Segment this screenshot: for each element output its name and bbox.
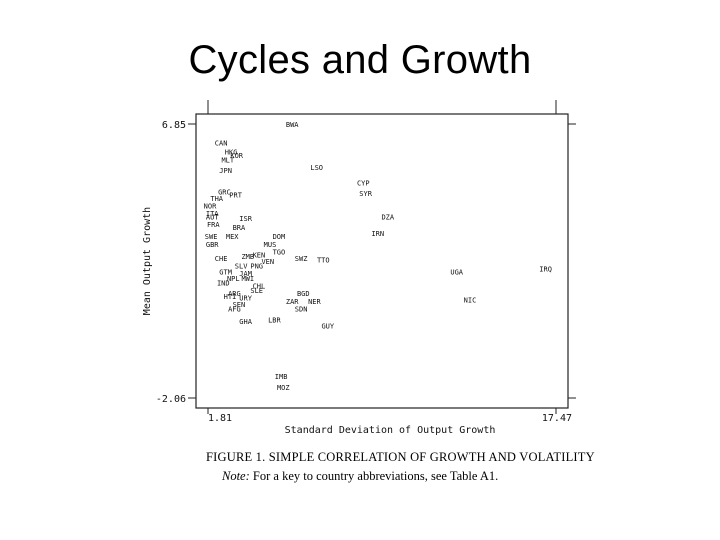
- point-ita: ITA: [206, 210, 219, 218]
- point-guy: GUY: [321, 322, 334, 330]
- point-jam: JAM: [239, 270, 252, 278]
- point-ken: KEN: [253, 252, 266, 260]
- point-lso: LSO: [310, 164, 323, 172]
- point-aut: AUT: [206, 213, 219, 221]
- slide-title: Cycles and Growth: [188, 38, 532, 82]
- point-sen: SEN: [233, 301, 246, 309]
- point-npl: NPL: [227, 275, 240, 283]
- point-kor: KOR: [230, 152, 243, 160]
- point-bra: BRA: [233, 224, 246, 232]
- figure-note: Note: For a key to country abbreviations…: [222, 469, 642, 484]
- y-axis-label: Mean Output Growth: [142, 207, 153, 315]
- point-irn: IRN: [371, 230, 384, 238]
- point-afg: AFG: [228, 306, 241, 314]
- point-moz: MOZ: [277, 384, 290, 392]
- point-tto: TTO: [317, 256, 330, 264]
- point-tha: THA: [210, 195, 223, 203]
- point-cyp: CYP: [357, 179, 370, 187]
- point-prt: PRT: [229, 192, 242, 200]
- point-tgo: TGO: [273, 249, 286, 257]
- note-text: For a key to country abbreviations, see …: [252, 469, 499, 483]
- point-sdn: SDN: [295, 306, 308, 314]
- point-fra: FRA: [207, 221, 220, 229]
- point-hkg: HKG: [225, 149, 238, 157]
- point-nor: NOR: [204, 203, 217, 211]
- point-mlt: MLT: [221, 156, 234, 164]
- y-tick-label-min: -2.06: [156, 394, 186, 405]
- point-hti: HTI: [224, 293, 237, 301]
- point-lbr: LBR: [268, 316, 281, 324]
- point-bwa: BWA: [286, 121, 299, 129]
- y-tick-label-max: 6.85: [162, 120, 186, 131]
- figure-caption: FIGURE 1. SIMPLE CORRELATION OF GROWTH A…: [206, 450, 595, 464]
- point-ner: NER: [308, 298, 321, 306]
- point-sle: SLE: [250, 287, 263, 295]
- point-png: PNG: [250, 263, 263, 271]
- point-che: CHE: [215, 255, 228, 263]
- point-syr: SYR: [359, 190, 372, 198]
- point-swz: SWZ: [295, 255, 308, 263]
- point-ind: IND: [217, 279, 230, 287]
- point-gha: GHA: [239, 318, 252, 326]
- point-slv: SLV: [235, 263, 248, 271]
- point-gbr: GBR: [206, 241, 219, 249]
- point-can: CAN: [215, 140, 228, 148]
- point-mwi: MWI: [241, 275, 254, 283]
- point-ury: URY: [239, 295, 252, 303]
- point-mex: MEX: [226, 233, 239, 241]
- note-label: Note:: [222, 469, 250, 483]
- point-isr: ISR: [239, 215, 252, 223]
- point-gtm: GTM: [219, 269, 232, 277]
- point-dza: DZA: [381, 213, 394, 221]
- x-tick-label-max: 17.47: [542, 413, 572, 424]
- x-axis-label: Standard Deviation of Output Growth: [285, 425, 496, 436]
- point-chl: CHL: [253, 282, 266, 290]
- point-swe: SWE: [205, 233, 218, 241]
- x-tick-label-min: 1.81: [208, 413, 232, 424]
- point-bgd: BGD: [297, 290, 310, 298]
- point-imb: IMB: [275, 373, 288, 381]
- point-jpn: JPN: [219, 167, 232, 175]
- point-zar: ZAR: [286, 298, 299, 306]
- point-dom: DOM: [273, 233, 286, 241]
- point-nic: NIC: [464, 296, 477, 304]
- point-irq: IRQ: [539, 266, 552, 274]
- point-ven: VEN: [261, 258, 274, 266]
- point-uga: UGA: [450, 269, 463, 277]
- point-zmb: ZMB: [241, 253, 254, 261]
- point-mus: MUS: [264, 241, 277, 249]
- point-grc: GRC: [218, 189, 231, 197]
- point-arg: ARG: [228, 290, 241, 298]
- plot-frame: [195, 113, 569, 409]
